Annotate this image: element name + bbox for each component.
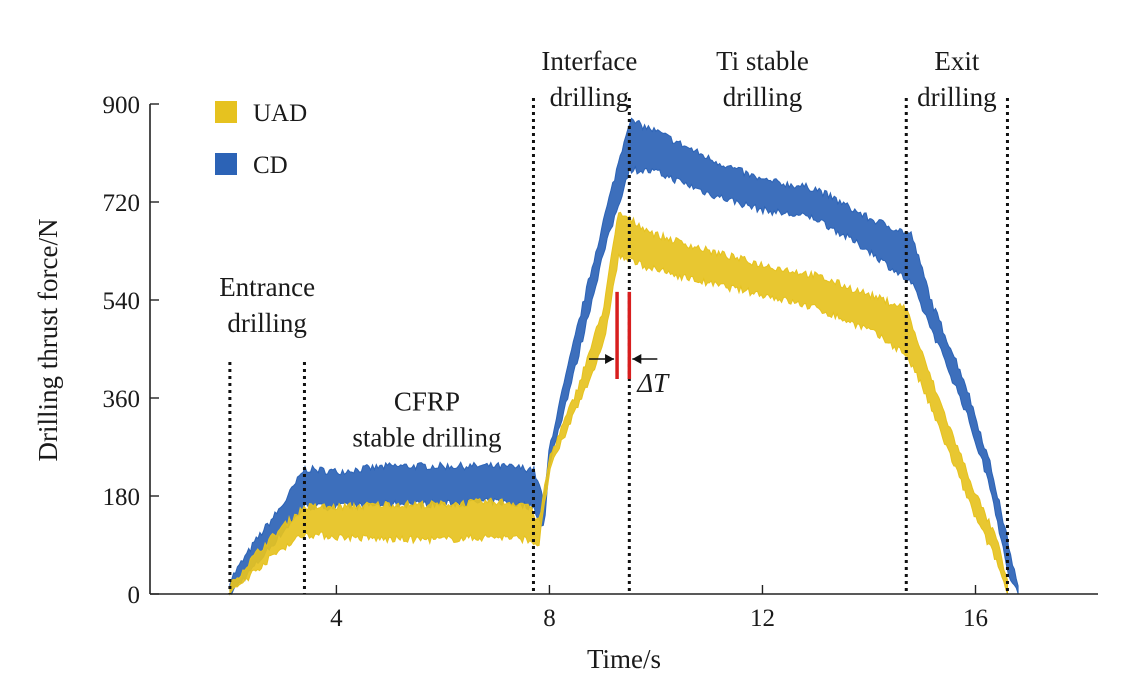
y-tick-label: 180 [103,484,141,511]
x-tick-label: 8 [543,605,556,632]
y-axis-title: Drilling thrust force/N [33,219,63,462]
x-tick-label: 4 [330,605,343,632]
y-tick-label: 360 [103,386,141,413]
phase-label: Exit drilling [917,46,997,112]
legend-swatch-uad [215,101,237,123]
x-tick-label: 16 [963,605,988,632]
x-tick-label: 12 [750,605,775,632]
phase-label: CFRP stable drilling [352,386,501,452]
arrowhead-right-icon [605,354,615,364]
phase-label: Ti stable drilling [716,46,809,112]
arrowhead-left-icon [632,354,642,364]
delta-t-marker: ΔT [589,291,670,398]
y-tick-label: 900 [103,92,141,119]
x-axis-title: Time/s [587,644,661,674]
legend: UAD CD [215,100,307,179]
series-bands [229,117,1019,596]
legend-label-cd: CD [253,152,288,179]
phase-label: Interface drilling [541,46,637,112]
y-tick-label: 540 [103,288,141,315]
legend-swatch-cd [215,153,237,175]
phase-labels: Entrance drilling CFRP stable drilling Inter… [219,46,996,452]
delta-t-label: ΔT [636,368,670,398]
phase-label: Entrance drilling [219,272,315,338]
axes [149,104,1098,595]
y-tick-label: 0 [128,582,141,609]
y-tick-label: 720 [103,190,141,217]
axis-ticks: 0 180 360 540 720 900 4 8 12 16 [103,92,989,632]
legend-label-uad: UAD [253,100,307,127]
